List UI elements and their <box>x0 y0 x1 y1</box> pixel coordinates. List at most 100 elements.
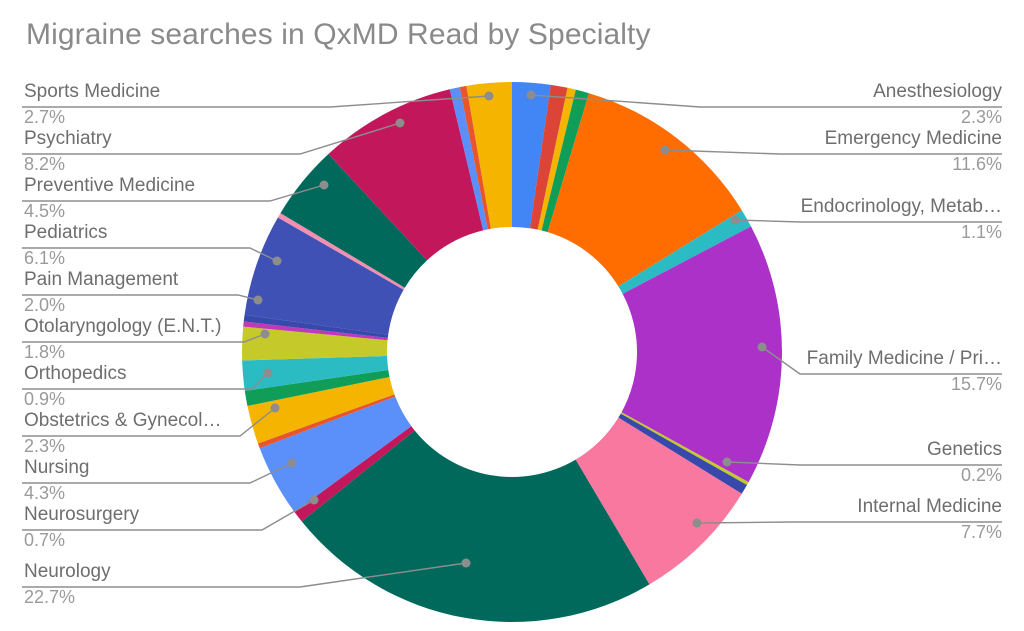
donut-slice[interactable] <box>620 412 749 486</box>
pie-label-value: 8.2% <box>24 154 66 174</box>
donut-slice[interactable] <box>243 314 389 338</box>
leader-line <box>22 247 278 262</box>
pie-label-value: 2.3% <box>24 436 66 456</box>
pie-label-value: 2.7% <box>24 107 66 127</box>
donut-slice[interactable] <box>257 394 396 449</box>
leader-dot <box>287 458 297 468</box>
pie-label-name: Neurosurgery <box>24 504 140 525</box>
pie-label-value: 2.0% <box>24 295 66 315</box>
pie-label: Preventive Medicine 4.5% <box>24 176 195 220</box>
leader-dot <box>253 295 263 305</box>
leader-dot <box>722 457 732 467</box>
leader-line <box>22 499 315 531</box>
donut-slice[interactable] <box>277 213 405 290</box>
donut-slice[interactable] <box>242 326 388 361</box>
pie-label-name: Psychiatry <box>24 128 112 149</box>
donut-slices[interactable] <box>242 82 782 622</box>
donut-slice[interactable] <box>575 417 742 585</box>
leader-line <box>734 219 1002 223</box>
chart-title: Migraine searches in QxMD Read by Specia… <box>26 18 651 51</box>
pie-label-value: 4.3% <box>24 483 66 503</box>
donut-slice[interactable] <box>466 82 512 229</box>
leader-line <box>761 346 1002 375</box>
pie-label-name: Family Medicine / Pri… <box>806 348 1002 369</box>
pie-label: Internal Medicine 7.7% <box>857 497 1002 541</box>
donut-slice[interactable] <box>328 89 484 261</box>
leader-dot <box>263 368 273 378</box>
pie-label-name: Orthopedics <box>24 363 127 384</box>
pie-label: Sports Medicine 2.7% <box>24 82 160 126</box>
leader-dot <box>484 91 494 101</box>
leader-line <box>664 149 1002 155</box>
leader-line <box>22 462 293 484</box>
pie-label: Nursing 4.3% <box>24 458 89 502</box>
donut-slice[interactable] <box>259 396 412 513</box>
leader-line <box>22 294 259 301</box>
leader-dot <box>526 90 536 100</box>
pie-label: Pediatrics 6.1% <box>24 223 107 267</box>
pie-label-name: Obstetrics & Gynecol… <box>24 410 222 431</box>
pie-label-name: Pediatrics <box>24 222 108 243</box>
donut-slice[interactable] <box>618 210 752 294</box>
donut-slice[interactable] <box>459 85 491 230</box>
leader-line <box>22 122 401 155</box>
donut-slice[interactable] <box>512 82 551 229</box>
pie-label: Emergency Medicine 11.6% <box>825 129 1002 173</box>
donut-slice[interactable] <box>530 84 568 230</box>
pie-label-value: 7.7% <box>960 522 1002 542</box>
pie-label-name: Emergency Medicine <box>824 128 1002 149</box>
pie-label: Neurology 22.7% <box>24 562 111 606</box>
donut-slice[interactable] <box>294 426 415 522</box>
leader-dot <box>395 118 405 128</box>
pie-label: Family Medicine / Pri… 15.7% <box>807 349 1002 393</box>
donut-slice[interactable] <box>621 226 782 483</box>
pie-label-name: Sports Medicine <box>24 81 161 102</box>
donut-slice[interactable] <box>618 413 747 494</box>
leader-dot <box>730 215 740 225</box>
pie-label-name: Anesthesiology <box>873 81 1002 102</box>
leader-dot <box>270 403 280 413</box>
pie-label-value: 6.1% <box>24 248 66 268</box>
leader-line <box>22 407 276 437</box>
leader-dot <box>660 145 670 155</box>
pie-label-value: 11.6% <box>952 154 1002 174</box>
pie-label-value: 4.5% <box>24 201 66 221</box>
leader-line <box>22 562 467 588</box>
leader-line <box>696 521 1002 524</box>
pie-label: Neurosurgery 0.7% <box>24 505 139 549</box>
donut-slice[interactable] <box>537 87 576 231</box>
pie-label-value: 15.7% <box>950 374 1002 394</box>
leader-dot <box>757 342 767 352</box>
leader-dot <box>272 256 282 266</box>
pie-label: Anesthesiology 2.3% <box>873 82 1002 126</box>
pie-label-name: Genetics <box>927 439 1002 460</box>
donut-slice[interactable] <box>247 376 395 444</box>
pie-label-name: Neurology <box>24 561 111 582</box>
leader-line <box>22 372 269 390</box>
leader-dot <box>319 180 329 190</box>
leader-dot <box>692 518 702 528</box>
pie-label-value: 0.9% <box>24 389 66 409</box>
pie-label-value: 0.2% <box>960 465 1002 485</box>
pie-label-name: Pain Management <box>24 269 179 290</box>
pie-label-name: Otolaryngology (E.N.T.) <box>24 316 222 337</box>
donut-slice[interactable] <box>244 217 404 335</box>
pie-label: Psychiatry 8.2% <box>24 129 112 173</box>
pie-label-value: 0.7% <box>24 530 66 550</box>
leader-line <box>726 461 1002 466</box>
pie-label-value: 2.3% <box>960 107 1002 127</box>
leader-line <box>22 184 325 202</box>
donut-slice[interactable] <box>244 370 390 406</box>
donut-slice[interactable] <box>547 93 742 287</box>
donut-slice[interactable] <box>449 87 488 231</box>
donut-slice[interactable] <box>243 321 388 341</box>
donut-slice[interactable] <box>242 355 389 391</box>
pie-label: Obstetrics & Gynecol… 2.3% <box>24 411 221 455</box>
leader-lines <box>22 90 1002 588</box>
pie-label-name: Nursing <box>24 457 90 478</box>
donut-slice[interactable] <box>541 89 589 233</box>
pie-label-name: Preventive Medicine <box>24 175 196 196</box>
pie-label: Endocrinology, Metab… 1.1% <box>801 197 1002 241</box>
